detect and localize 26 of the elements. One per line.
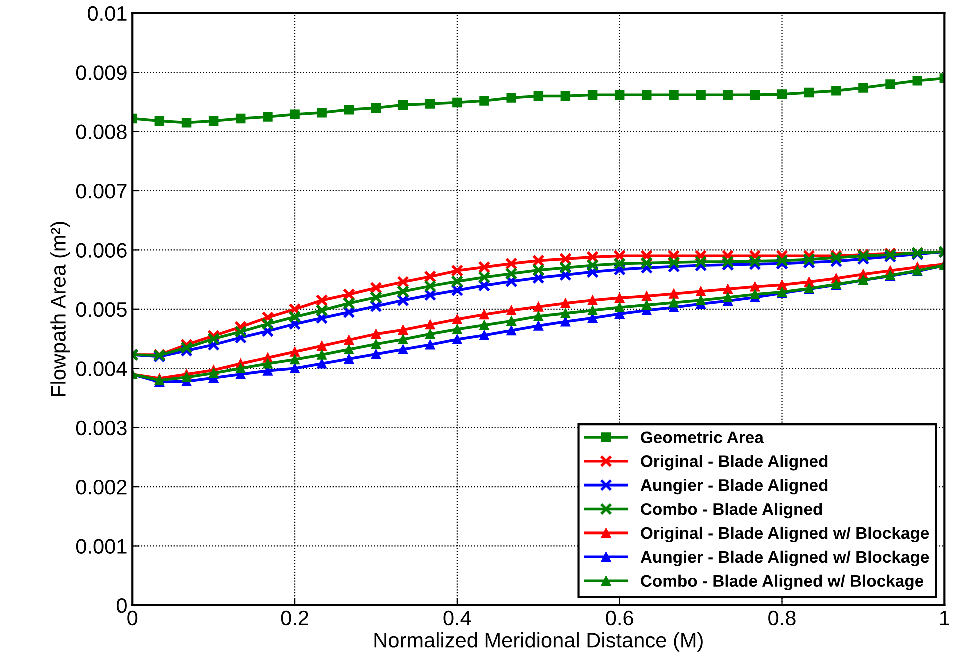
y-tick-label: 0.005 — [76, 302, 127, 318]
y-tick-label: 0.002 — [76, 480, 127, 495]
x-tick-label: 0.4 — [444, 610, 472, 626]
y-tick-label: 0.008 — [76, 124, 127, 140]
legend-label: Combo - Blade Aligned — [641, 503, 822, 519]
x-axis-title: Normalized Meridional Distance (M) — [374, 632, 703, 652]
y-tick-label: 0.001 — [76, 539, 127, 554]
y-tick-label: 0.003 — [76, 420, 127, 436]
y-tick-label: 0.009 — [76, 66, 127, 80]
x-tick-label: 0.8 — [768, 610, 796, 626]
y-tick-label: 0 — [116, 598, 127, 614]
x-tick-label: 0.6 — [606, 610, 634, 626]
legend-label: Geometric Area — [641, 431, 764, 444]
x-tick-label: 0 — [128, 610, 138, 626]
x-tick-label: 1 — [940, 611, 950, 626]
y-tick-label: 0.006 — [76, 243, 127, 258]
y-tick-label: 0.004 — [76, 362, 128, 376]
y-axis-title: Flowpath Area (m²) — [50, 222, 70, 396]
legend-label: Combo - Blade Aligned w/ Blockage — [641, 574, 924, 590]
y-tick-label: 0.007 — [76, 184, 127, 199]
legend-label: Original - Blade Aligned w/ Blockage — [641, 526, 930, 543]
legend-label: Aungier - Blade Aligned w/ Blockage — [640, 550, 930, 566]
legend-label: Aungier - Blade Aligned — [640, 479, 828, 495]
y-tick-label: 0.01 — [88, 6, 127, 22]
legend-label: Original - Blade Aligned — [641, 455, 828, 471]
x-tick-label: 0.2 — [281, 610, 308, 626]
